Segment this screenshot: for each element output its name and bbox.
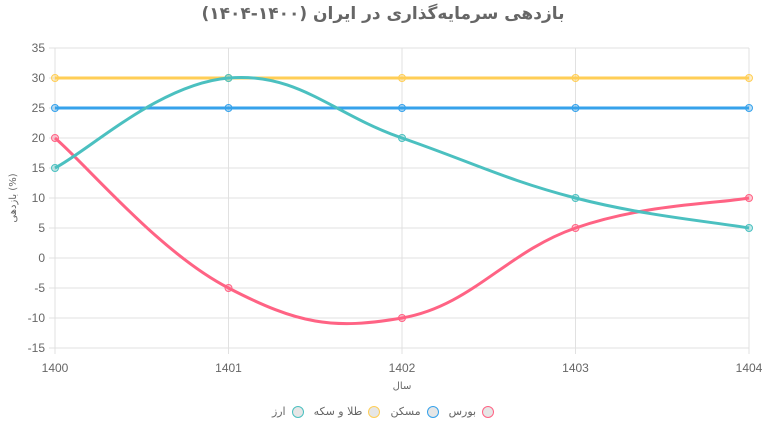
x-axis-ticks: 1400 1401 1402 1403 1404 (42, 361, 763, 375)
legend-label: مسکن (390, 405, 421, 418)
data-point[interactable] (571, 104, 580, 112)
x-tick-label: 1404 (736, 361, 763, 375)
y-tick-label: 25 (32, 101, 46, 115)
data-point[interactable] (745, 194, 753, 202)
legend: بورس مسکن طلا و سکه ارز (0, 405, 766, 418)
data-point[interactable] (745, 74, 753, 82)
legend-swatch-icon (291, 405, 304, 418)
data-point[interactable] (398, 74, 406, 82)
data-point[interactable] (224, 104, 233, 112)
x-tick-label: 1402 (389, 361, 416, 375)
data-point[interactable] (224, 74, 233, 82)
y-tick-label: -10 (28, 311, 46, 325)
y-tick-label: 10 (32, 191, 46, 205)
series-lines (51, 74, 753, 326)
series-line (54, 136, 750, 326)
legend-label: ارز (271, 405, 286, 418)
data-point[interactable] (51, 134, 59, 142)
legend-swatch-icon (482, 405, 495, 418)
data-point[interactable] (571, 194, 580, 202)
y-axis-ticks: 35 30 25 20 15 10 5 0 -5 -10 -15 (28, 41, 46, 355)
data-point[interactable] (51, 104, 59, 112)
x-axis-title: سال (393, 381, 412, 392)
legend-label: طلا و سکه (313, 405, 363, 418)
data-point[interactable] (51, 164, 59, 172)
data-point[interactable] (398, 314, 406, 322)
grid-lines (49, 47, 750, 354)
y-axis-title: بازدهی (%) (8, 173, 19, 222)
x-tick-label: 1401 (215, 361, 242, 375)
legend-item[interactable]: طلا و سکه (314, 405, 381, 418)
y-tick-label: 30 (32, 71, 46, 85)
legend-item[interactable]: مسکن (390, 405, 439, 418)
chart-title: بازدهی سرمایه‌گذاری در ایران (۱۴۰۰-۱۴۰۴) (201, 4, 565, 24)
series-0 (51, 134, 753, 326)
y-tick-label: -5 (34, 281, 45, 295)
series-2 (51, 74, 753, 82)
data-point[interactable] (745, 104, 753, 112)
x-tick-label: 1403 (562, 361, 589, 375)
data-point[interactable] (51, 74, 59, 82)
legend-item[interactable]: ارز (272, 405, 304, 418)
data-point[interactable] (398, 104, 406, 112)
legend-item[interactable]: بورس (448, 405, 495, 418)
data-point[interactable] (571, 224, 580, 232)
y-tick-label: -15 (28, 341, 46, 355)
y-tick-label: 20 (32, 131, 46, 145)
y-tick-label: 0 (38, 251, 45, 265)
data-point[interactable] (398, 134, 406, 142)
legend-swatch-icon (426, 405, 439, 418)
y-tick-label: 15 (32, 161, 46, 175)
legend-label: بورس (448, 405, 477, 418)
data-point[interactable] (224, 284, 233, 292)
legend-swatch-icon (368, 405, 381, 418)
series-1 (51, 104, 753, 112)
y-tick-label: 5 (38, 221, 45, 235)
data-point[interactable] (571, 74, 580, 82)
data-point[interactable] (745, 224, 753, 232)
y-tick-label: 35 (32, 41, 46, 55)
series-3 (51, 74, 753, 232)
x-tick-label: 1400 (42, 361, 69, 375)
series-line (54, 75, 750, 230)
